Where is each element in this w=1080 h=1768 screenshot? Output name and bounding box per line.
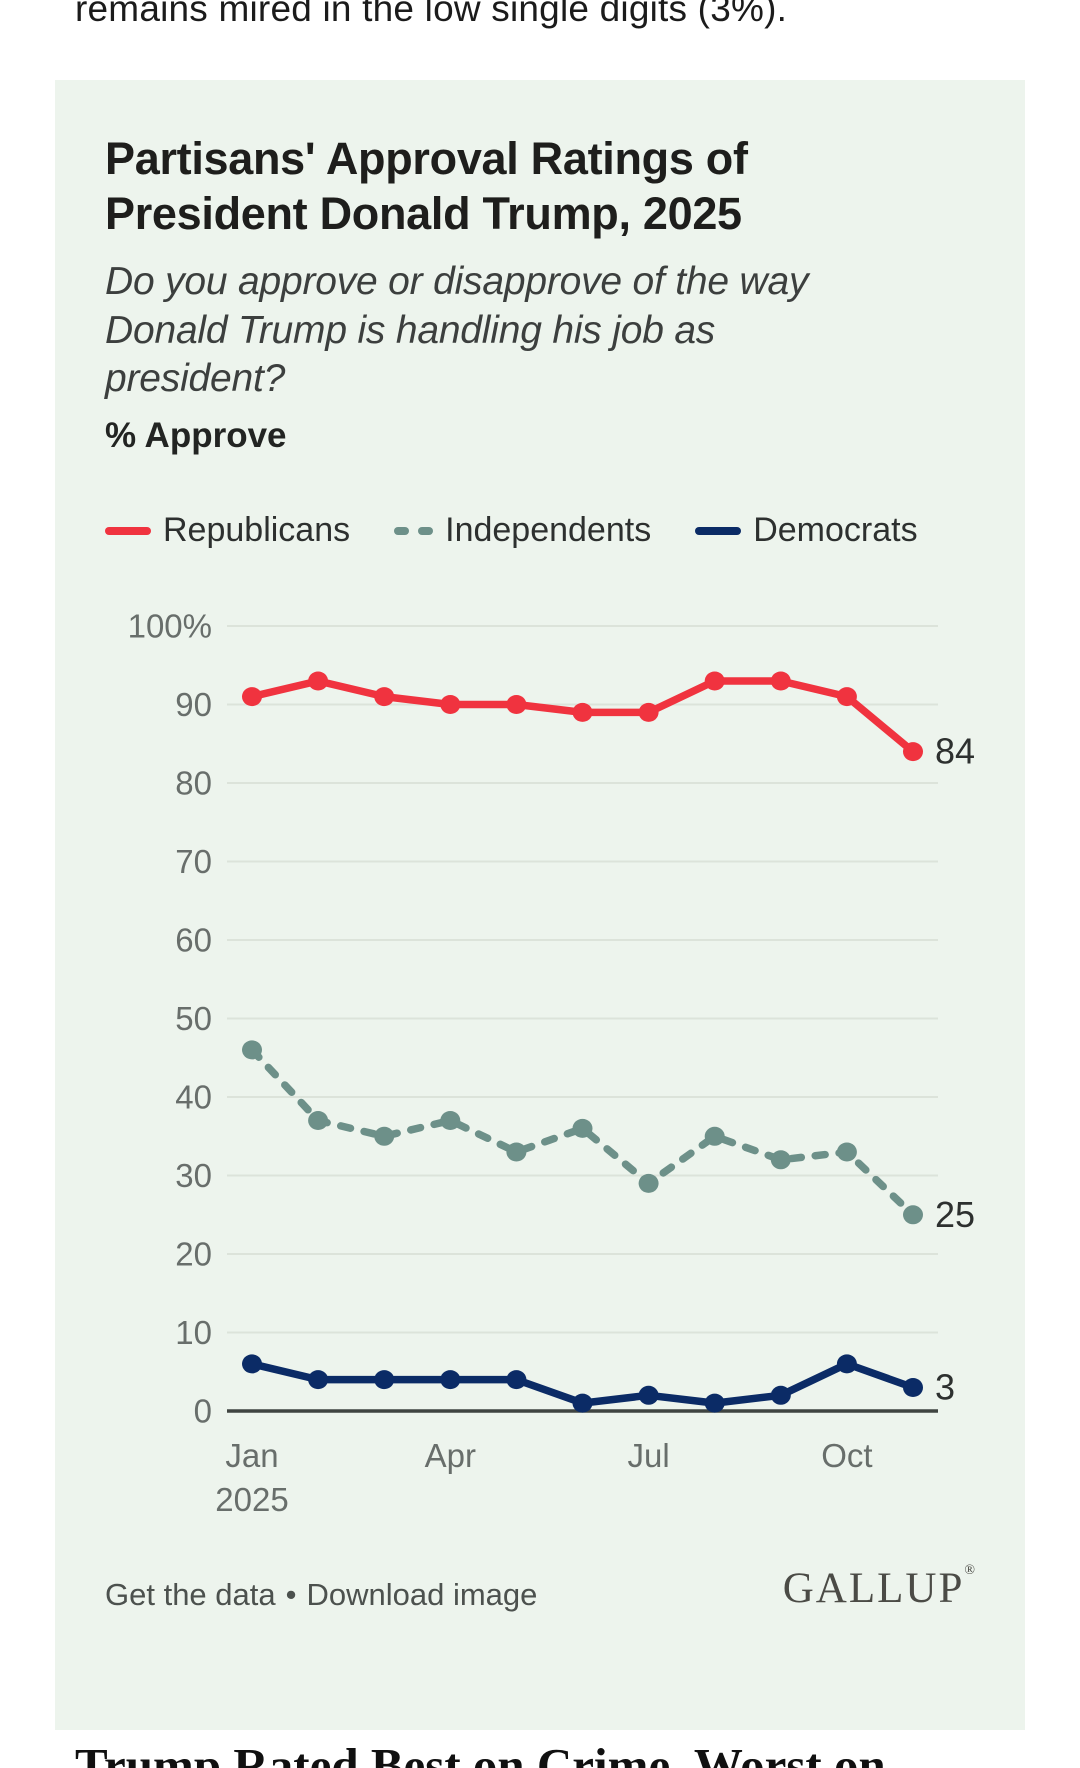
measure-label: % Approve (105, 416, 287, 456)
legend-label-republicans: Republicans (163, 511, 351, 550)
chart-footer: Get the data • Download image GALLUP® (105, 1563, 975, 1613)
registered-mark: ® (964, 1563, 975, 1579)
svg-text:Apr: Apr (425, 1437, 476, 1474)
article-paragraph-clipped: remains mired in the low single digits (… (75, 0, 788, 29)
svg-text:90: 90 (175, 686, 212, 723)
svg-text:40: 40 (175, 1079, 212, 1116)
approval-line-chart: 0 10 20 30 40 50 60 70 80 90 100% Jan 2025 Apr Jul Oct 8… (128, 608, 975, 1519)
gallup-logo: GALLUP® (783, 1563, 975, 1613)
svg-text:Jan: Jan (225, 1437, 278, 1474)
chart-legend: Republicans Independents Democrats (105, 511, 975, 550)
gallup-logo-text: GALLUP (782, 1565, 965, 1613)
svg-text:Jul: Jul (628, 1437, 670, 1474)
next-article-headline-clipped: Trump Rated Best on Crime, Worst on (75, 1738, 886, 1768)
legend-label-independents: Independents (445, 511, 652, 550)
svg-text:3: 3 (935, 1367, 955, 1408)
chart-subtitle: Do you approve or disapprove of the way … (105, 259, 809, 401)
footer-separator: • (285, 1577, 297, 1613)
footer-links: Get the data • Download image (105, 1577, 537, 1613)
legend-label-democrats: Democrats (753, 511, 918, 550)
legend-item-independents: Independents (394, 511, 651, 550)
svg-text:30: 30 (175, 1157, 212, 1194)
download-image-link[interactable]: Download image (306, 1577, 538, 1613)
svg-text:Oct: Oct (821, 1437, 872, 1474)
svg-text:70: 70 (175, 843, 212, 880)
get-the-data-link[interactable]: Get the data (105, 1577, 276, 1613)
legend-item-democrats: Democrats (695, 511, 918, 550)
svg-text:80: 80 (175, 765, 212, 802)
svg-text:50: 50 (175, 1000, 212, 1037)
svg-text:60: 60 (175, 922, 212, 959)
legend-item-republicans: Republicans (105, 511, 350, 550)
svg-text:10: 10 (175, 1314, 212, 1351)
svg-text:84: 84 (935, 731, 975, 772)
democrats-line-swatch (695, 526, 742, 535)
republicans-line-swatch (105, 526, 151, 535)
independents-dash-swatch (394, 526, 434, 535)
svg-text:2025: 2025 (215, 1481, 288, 1518)
svg-text:25: 25 (935, 1194, 975, 1235)
svg-text:100%: 100% (128, 608, 212, 645)
chart-title: Partisans' Approval Ratings of President… (105, 133, 748, 239)
svg-text:20: 20 (175, 1236, 212, 1273)
svg-text:0: 0 (194, 1393, 212, 1430)
gallup-chart-card: Partisans' Approval Ratings of President… (55, 80, 1025, 1730)
